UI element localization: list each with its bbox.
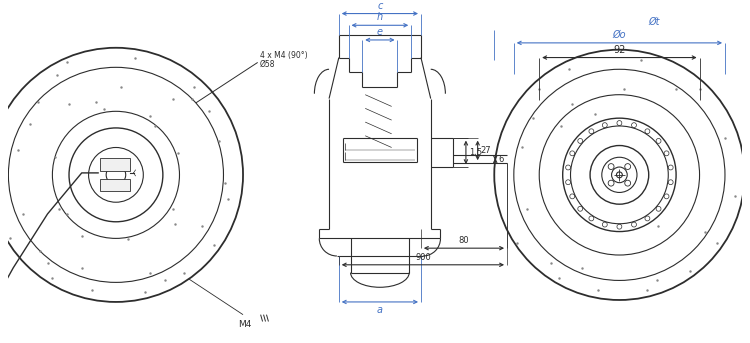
Text: 1,5: 1,5: [469, 148, 482, 157]
Text: Øo: Øo: [613, 30, 626, 40]
Text: 80: 80: [459, 236, 470, 245]
Text: 92: 92: [614, 45, 626, 55]
Text: Ø58: Ø58: [260, 60, 275, 69]
FancyBboxPatch shape: [100, 179, 130, 191]
Text: e: e: [377, 27, 383, 37]
Text: c: c: [377, 1, 382, 11]
Text: 4 x M4 (90°): 4 x M4 (90°): [260, 50, 308, 59]
FancyBboxPatch shape: [100, 158, 130, 171]
Text: 27: 27: [481, 146, 491, 155]
Text: 900: 900: [415, 253, 430, 262]
Text: M4: M4: [238, 320, 251, 329]
Text: Øt: Øt: [648, 17, 659, 27]
Text: a: a: [377, 305, 383, 315]
Text: 6: 6: [498, 155, 503, 164]
Text: h: h: [376, 12, 383, 22]
